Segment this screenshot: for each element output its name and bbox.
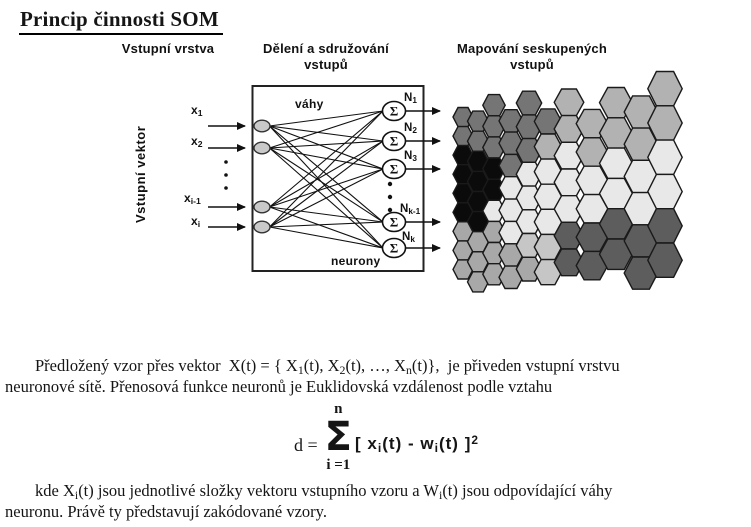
input-ellipsis-dot — [224, 160, 228, 164]
hex-cell — [482, 93, 506, 117]
input-node — [253, 141, 271, 155]
input-node — [253, 220, 271, 234]
neuron-ellipsis-dot — [387, 194, 393, 200]
neuron-label: Nk — [402, 231, 415, 245]
header-division-line1: Dělení a sdružování — [263, 41, 389, 56]
neuron-ellipsis-dot — [387, 207, 393, 213]
connection-line — [269, 110, 384, 228]
connection-line — [269, 140, 384, 228]
sigma-symbol: Σ — [390, 134, 399, 149]
neuron-label: N2 — [404, 122, 417, 136]
hex-cell — [515, 90, 543, 116]
sigma-symbol: Σ — [390, 162, 399, 177]
paragraph-1: Předložený vzor přes vektor X(t) = { X1(… — [5, 356, 749, 397]
connection-line — [269, 125, 384, 170]
hex-cell — [553, 88, 585, 117]
neuron-ellipsis-dot — [387, 181, 393, 187]
connection-line — [269, 110, 384, 208]
page-title: Princip činnosti SOM — [19, 7, 223, 35]
paragraph-1-line-1: Předložený vzor přes vektor X(t) = { X1(… — [35, 356, 620, 378]
summation-lower-limit: i =1 — [326, 457, 351, 473]
header-division: Dělení a sdružování vstupů — [240, 41, 412, 73]
distance-formula: d = n Σ i =1 [ xi(t) - wi(t) ]2 — [0, 401, 751, 473]
header-division-line2: vstupů — [304, 57, 348, 72]
input-label: xi-1 — [184, 191, 201, 207]
paragraph-1-line-2: neuronové sítě. Přenosová funkce neuronů… — [5, 376, 553, 396]
summation: n Σ i =1 — [325, 401, 352, 473]
input-node — [253, 200, 271, 214]
paragraph-2-line-1: kde Xi(t) jsou jednotlivé složky vektoru… — [35, 481, 613, 503]
paragraph-2-line-2: neuronu. Právě ty představují zakódované… — [5, 501, 327, 521]
input-label: x1 — [191, 103, 203, 119]
neuron-label: Nk-1 — [400, 203, 421, 217]
sigma-symbol: Σ — [390, 241, 399, 256]
header-mapping: Mapování seskupených vstupů — [428, 41, 636, 73]
neuron-node — [381, 158, 407, 180]
sigma-symbol: Σ — [390, 104, 399, 119]
connection-line — [269, 206, 384, 249]
header-mapping-line2: vstupů — [510, 57, 554, 72]
connection-line — [269, 206, 384, 223]
connection-line — [269, 168, 384, 228]
sigma-sum-symbol: Σ — [324, 414, 352, 460]
connection-line — [269, 226, 384, 249]
input-label: x2 — [191, 134, 203, 150]
weights-label: váhy — [295, 97, 324, 111]
weights-box — [251, 85, 425, 272]
neurons-label: neurony — [331, 254, 381, 268]
connection-line — [269, 140, 384, 149]
connection-line — [269, 168, 384, 208]
sigma-symbol: Σ — [390, 215, 399, 230]
neuron-label: N3 — [404, 150, 417, 164]
header-mapping-line1: Mapování seskupených — [457, 41, 607, 56]
connection-line — [269, 110, 384, 127]
input-ellipsis-dot — [224, 186, 228, 190]
paragraph-2: kde Xi(t) jsou jednotlivé složky vektoru… — [5, 481, 749, 522]
input-node — [253, 119, 271, 133]
connection-line — [269, 221, 384, 228]
hex-cell — [647, 242, 683, 278]
connection-line — [269, 125, 384, 142]
connection-line — [269, 110, 384, 149]
neuron-node — [381, 211, 407, 233]
formula-expression: [ xi(t) - wi(t) ]2 — [355, 432, 479, 456]
header-input-layer: Vstupní vrstva — [121, 41, 215, 56]
neuron-label: N1 — [404, 92, 417, 106]
neuron-node — [381, 100, 407, 122]
connection-line — [269, 140, 384, 208]
neuron-node — [381, 237, 407, 259]
formula-lhs: d = — [294, 435, 318, 455]
input-label: xi — [191, 214, 201, 230]
input-ellipsis-dot — [224, 173, 228, 177]
connection-line — [269, 147, 384, 223]
summation-upper-limit: n — [334, 401, 343, 417]
neuron-node — [381, 130, 407, 152]
hex-cell — [647, 70, 683, 107]
